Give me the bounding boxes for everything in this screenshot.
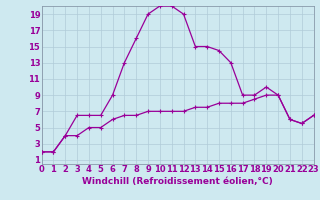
X-axis label: Windchill (Refroidissement éolien,°C): Windchill (Refroidissement éolien,°C)	[82, 177, 273, 186]
